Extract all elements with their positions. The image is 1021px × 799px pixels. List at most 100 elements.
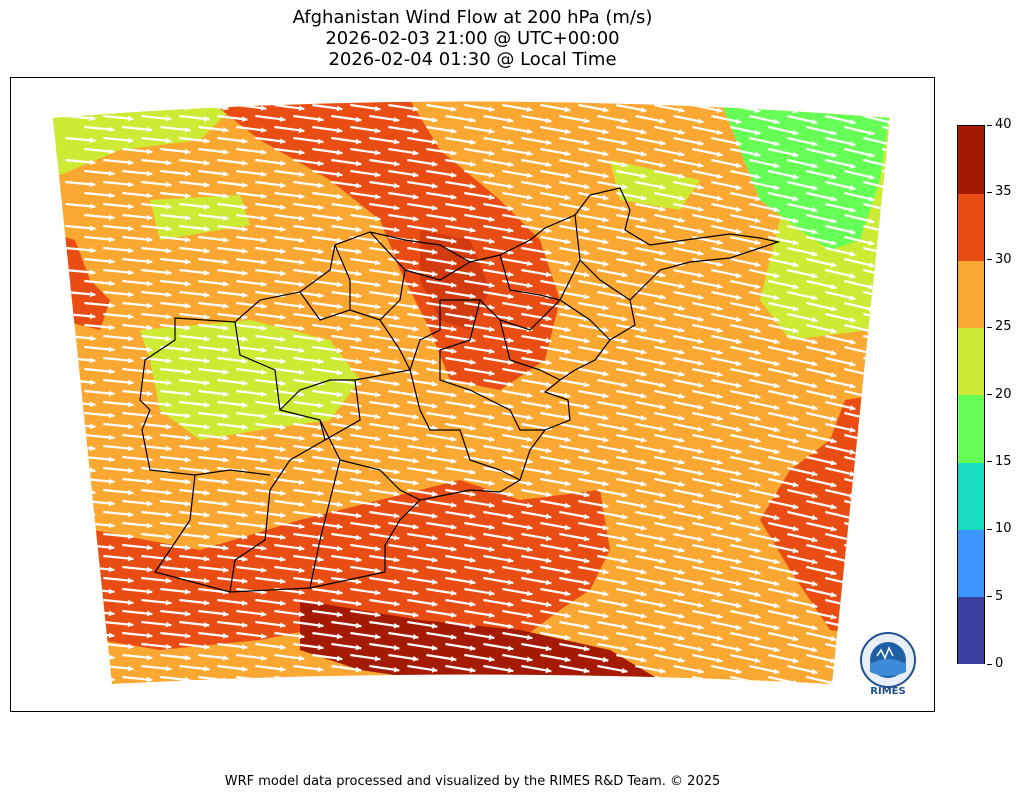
- wind-arrow-head: [355, 468, 362, 475]
- wind-arrow-shaft: [863, 400, 890, 411]
- wind-arrow-head: [469, 645, 476, 651]
- wind-arrow-head: [811, 272, 818, 279]
- wind-arrow-head: [317, 116, 324, 123]
- wind-arrow-head: [469, 623, 476, 629]
- wind-arrow-head: [298, 171, 305, 178]
- wind-arrow-head: [450, 392, 457, 398]
- wind-arrow-shaft: [217, 688, 247, 692]
- wind-arrow-head: [640, 150, 647, 157]
- wind-arrow-head: [907, 482, 913, 488]
- wind-arrow-head: [640, 546, 647, 553]
- colorbar: [957, 125, 985, 664]
- wind-arrow-head: [716, 503, 723, 509]
- wind-arrow-head: [393, 204, 400, 211]
- wind-arrow-head: [108, 258, 115, 265]
- wind-arrow-head: [412, 303, 419, 310]
- wind-arrow-head: [317, 226, 324, 233]
- wind-arrow-head: [830, 569, 837, 576]
- wind-arrow-head: [146, 676, 153, 683]
- wind-arrow-head: [526, 634, 533, 641]
- wind-arrow-head: [621, 469, 628, 476]
- wind-arrow-head: [773, 250, 780, 257]
- wind-arrow-head: [89, 335, 96, 342]
- wind-arrow-head: [450, 304, 457, 310]
- wind-arrow-head: [412, 127, 419, 134]
- wind-arrow-head: [355, 446, 362, 453]
- province-line: [579, 259, 631, 301]
- wind-arrow-head: [279, 512, 286, 518]
- wind-arrow-head: [431, 667, 438, 673]
- rimes-logo: [860, 632, 916, 688]
- wind-arrow-head: [811, 228, 818, 235]
- wind-arrow-head: [507, 381, 514, 388]
- wind-arrow-head: [697, 558, 704, 564]
- wind-arrow-head: [241, 292, 248, 298]
- wind-arrow-head: [184, 478, 191, 485]
- wind-arrow-head: [260, 545, 267, 551]
- wind-arrow-head: [298, 655, 305, 662]
- wind-arrow-head: [735, 272, 742, 279]
- wind-arrow-head: [792, 195, 799, 202]
- wind-arrow-head: [317, 336, 324, 343]
- wind-arrow-head: [887, 185, 890, 191]
- wind-arrow-head: [602, 546, 609, 553]
- wind-arrow-head: [184, 500, 191, 507]
- wind-arrow-head: [583, 271, 590, 278]
- wind-arrow-head: [583, 205, 590, 212]
- wind-arrow-head: [336, 105, 343, 112]
- wind-arrow-head: [469, 271, 476, 277]
- wind-arrow-shaft: [844, 521, 875, 532]
- wind-arrow-head: [697, 602, 704, 608]
- wind-arrow-head: [488, 590, 495, 596]
- speed-band-20-25-center-west: [140, 320, 360, 440]
- wind-arrow-head: [583, 117, 590, 124]
- wind-arrow-head: [545, 579, 552, 586]
- wind-arrow-head: [222, 655, 229, 661]
- wind-arrow-head: [621, 601, 628, 608]
- wind-arrow-head: [298, 237, 305, 244]
- wind-arrow-head: [469, 403, 476, 409]
- wind-arrow-head: [431, 381, 438, 387]
- wind-arrow-head: [203, 357, 210, 364]
- wind-arrow-head: [355, 666, 362, 673]
- wind-arrow-head: [887, 383, 890, 389]
- colorbar-tick-label: 20: [995, 386, 1012, 402]
- wind-arrow-head: [108, 148, 115, 155]
- wind-arrow-head: [488, 326, 495, 332]
- wind-arrow-head: [507, 337, 514, 344]
- wind-arrow-head: [868, 394, 875, 400]
- title-line-1: Afghanistan Wind Flow at 200 hPa (m/s): [292, 7, 653, 28]
- wind-arrow-shaft: [825, 688, 855, 695]
- wind-arrow-head: [830, 437, 837, 444]
- wind-arrow-shaft: [711, 688, 741, 694]
- wind-arrow-head: [184, 214, 191, 221]
- wind-arrow-shaft: [388, 675, 419, 683]
- wind-arrow-head: [545, 293, 552, 300]
- wind-arrow-head: [564, 194, 571, 201]
- wind-arrow-head: [507, 425, 514, 432]
- wind-arrow-head: [374, 523, 381, 530]
- wind-arrow-head: [849, 448, 856, 455]
- wind-arrow-head: [431, 139, 438, 145]
- wind-arrow-shaft: [122, 103, 153, 110]
- wind-arrow-head: [317, 424, 324, 431]
- wind-arrow-head: [222, 347, 229, 353]
- wind-arrow-head: [716, 525, 723, 531]
- wind-arrow-shaft: [84, 103, 115, 109]
- wind-arrow-head: [716, 107, 723, 113]
- wind-arrow-head: [583, 249, 590, 256]
- wind-arrow-head: [697, 448, 704, 454]
- wind-arrow-head: [773, 382, 780, 389]
- wind-arrow-head: [526, 590, 533, 597]
- wind-arrow-shaft: [882, 543, 890, 554]
- wind-arrow-head: [298, 501, 305, 508]
- wind-arrow-head: [811, 294, 818, 301]
- wind-arrow-head: [203, 159, 210, 166]
- wind-arrow-head: [127, 225, 134, 232]
- wind-speed-field: [53, 101, 913, 695]
- wind-arrow-head: [526, 238, 533, 245]
- wind-arrow-head: [469, 293, 476, 299]
- wind-arrow-head: [545, 447, 552, 454]
- wind-arrow-head: [564, 128, 571, 135]
- wind-arrow-head: [697, 140, 704, 146]
